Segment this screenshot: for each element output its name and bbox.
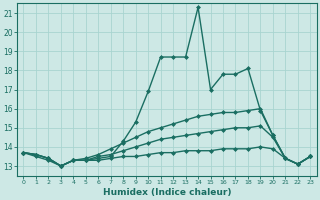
X-axis label: Humidex (Indice chaleur): Humidex (Indice chaleur) (103, 188, 231, 197)
